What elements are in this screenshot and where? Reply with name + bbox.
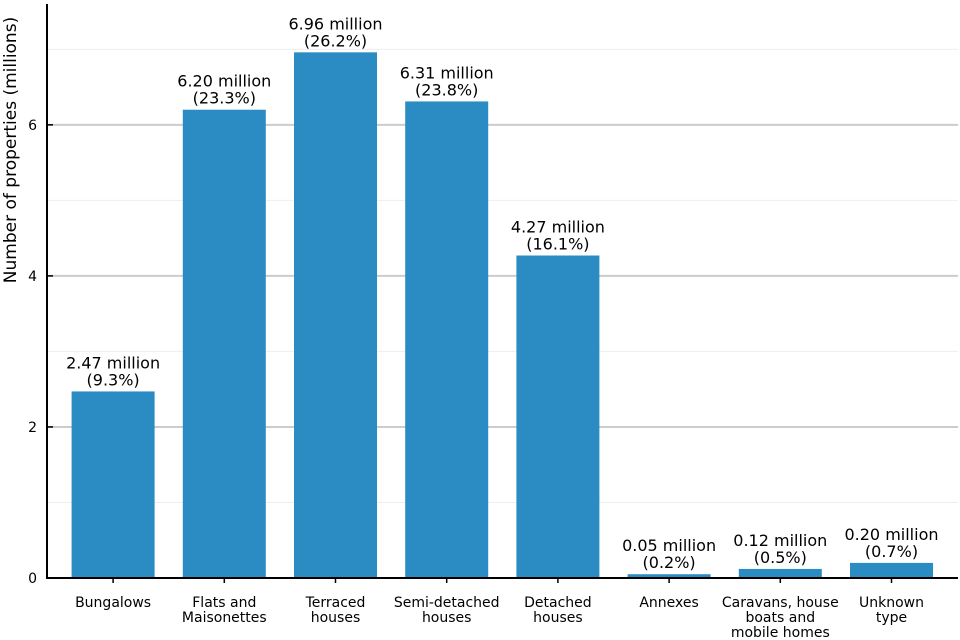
value-labels: 2.47 million (9.3%) 6.20 million (23.3%) 6.9… xyxy=(66,14,938,572)
bar xyxy=(627,574,711,578)
bars xyxy=(71,52,933,578)
y-tick-labels: 0 2 4 6 xyxy=(28,118,53,587)
bar xyxy=(71,391,155,578)
x-tick-label: Flats and Maisonettes xyxy=(182,595,267,626)
x-tick-label: Annexes xyxy=(639,595,698,611)
x-tick-label: Caravans, house boats and mobile homes xyxy=(722,595,839,640)
bar xyxy=(182,109,266,578)
data-label: 6.31 million (23.8%) xyxy=(400,63,494,99)
x-category-labels: Bungalows Flats and Maisonettes Terraced hou… xyxy=(75,578,924,640)
y-tick-label: 2 xyxy=(28,420,37,436)
y-tick-label: 0 xyxy=(28,571,37,587)
bar xyxy=(516,255,600,578)
x-tick-label: Unknown type xyxy=(859,595,924,626)
data-label: 4.27 million (16.1%) xyxy=(511,218,605,254)
axes xyxy=(46,4,958,579)
bar xyxy=(294,52,377,578)
bar xyxy=(738,568,822,578)
data-label: 2.47 million (9.3%) xyxy=(66,353,160,389)
x-tick-label: Bungalows xyxy=(75,595,151,611)
x-tick-label: Terraced houses xyxy=(305,595,366,626)
data-label: 0.12 million (0.5%) xyxy=(733,531,827,567)
x-tick-label: Detached houses xyxy=(524,595,592,626)
y-axis-title: Number of properties (millions) xyxy=(1,17,21,283)
data-label: 0.05 million (0.2%) xyxy=(622,536,716,572)
x-tick-label: Semi-detached houses xyxy=(394,595,500,626)
data-label: 6.96 million (26.2%) xyxy=(288,14,382,50)
y-tick-label: 4 xyxy=(28,269,37,285)
y-tick-label: 6 xyxy=(28,118,37,134)
bar xyxy=(850,562,933,578)
bar xyxy=(405,101,489,578)
data-label: 6.20 million (23.3%) xyxy=(177,72,271,108)
data-label: 0.20 million (0.7%) xyxy=(844,525,938,561)
